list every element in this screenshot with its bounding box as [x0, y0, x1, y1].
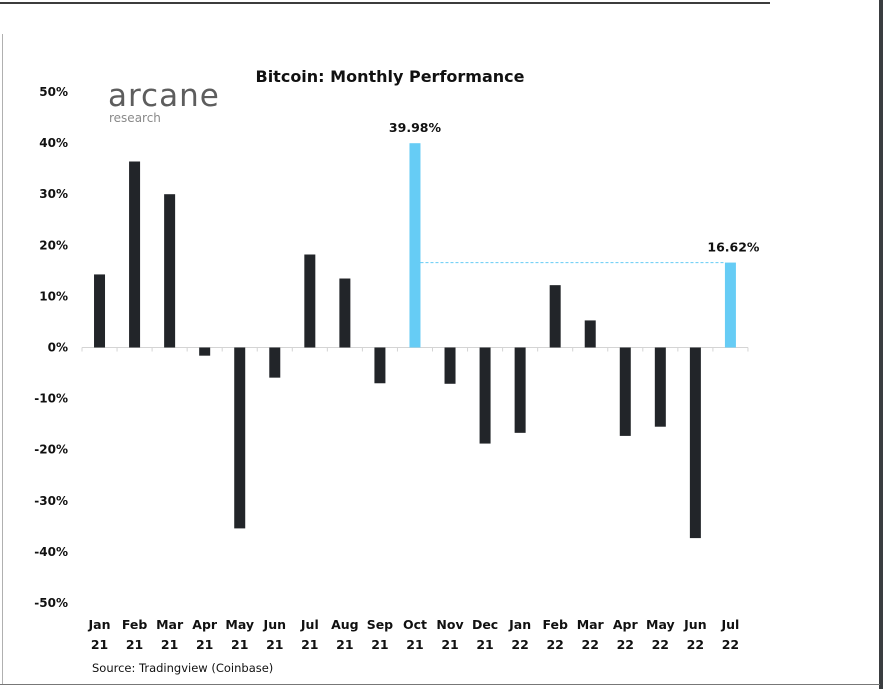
y-tick-label: 30% — [39, 187, 68, 201]
y-tick-label: 40% — [39, 136, 68, 150]
x-tick-month: Feb — [542, 617, 568, 632]
y-tick-label: -50% — [34, 596, 68, 610]
x-tick-year: 22 — [546, 637, 563, 652]
x-tick-year: 22 — [511, 637, 528, 652]
chart-title: Bitcoin: Monthly Performance — [256, 67, 525, 86]
bar — [164, 194, 176, 348]
page-top-rule — [0, 2, 770, 4]
x-tick-year: 22 — [617, 637, 634, 652]
bar — [479, 347, 491, 444]
x-tick-year: 22 — [582, 637, 599, 652]
x-tick-month: Jan — [88, 617, 111, 632]
bar — [129, 161, 141, 348]
x-axis-ticks: Jan 21 Feb 21 Mar 21 Apr 21 May 21 Jun 21 Jul 21 Aug 21… — [88, 617, 740, 652]
bar — [514, 347, 526, 433]
x-tick-year: 21 — [196, 637, 213, 652]
x-axis — [81, 347, 749, 352]
bars — [94, 143, 736, 539]
x-tick-month: Jun — [683, 617, 706, 632]
x-tick-month: May — [225, 617, 254, 632]
y-tick-label: -20% — [34, 443, 68, 457]
x-tick-year: 21 — [91, 637, 108, 652]
x-tick-month: Jul — [721, 617, 740, 632]
bar — [269, 347, 281, 378]
x-tick-year: 21 — [126, 637, 143, 652]
bar — [584, 320, 596, 348]
bar — [94, 274, 106, 348]
x-tick-month: Sep — [367, 617, 393, 632]
x-tick-month: Apr — [613, 617, 639, 632]
data-label: 16.62% — [707, 240, 760, 255]
x-tick-year: 21 — [266, 637, 283, 652]
y-tick-label: -40% — [34, 545, 68, 559]
y-tick-label: -30% — [34, 494, 68, 508]
annotations: 39.98% 16.62% — [389, 120, 760, 254]
x-tick-year: 21 — [231, 637, 248, 652]
x-tick-month: Mar — [156, 617, 184, 632]
source-note: Source: Tradingview (Coinbase) — [92, 661, 273, 675]
logo: arcane research — [108, 78, 220, 125]
x-tick-year: 21 — [441, 637, 458, 652]
x-tick-month: May — [646, 617, 675, 632]
x-tick-year: 21 — [476, 637, 493, 652]
bar — [689, 347, 701, 539]
x-tick-month: Nov — [436, 617, 463, 632]
x-tick-month: Dec — [472, 617, 498, 632]
bar — [444, 347, 456, 384]
bar — [199, 347, 211, 356]
y-tick-label: 50% — [39, 85, 68, 99]
x-tick-month: Jul — [300, 617, 319, 632]
bar — [549, 285, 561, 348]
x-tick-month: Apr — [192, 617, 218, 632]
x-tick-year: 21 — [406, 637, 423, 652]
bar-highlighted — [409, 143, 421, 348]
bar-highlighted — [724, 262, 736, 348]
bar — [234, 347, 246, 529]
y-tick-label: -10% — [34, 392, 68, 406]
bar — [374, 347, 386, 384]
y-tick-label: 20% — [39, 238, 68, 252]
page-left-rule — [2, 34, 3, 684]
bar — [654, 347, 666, 427]
x-tick-month: Mar — [577, 617, 605, 632]
x-tick-year: 21 — [161, 637, 178, 652]
x-tick-year: 22 — [687, 637, 704, 652]
x-tick-year: 21 — [301, 637, 318, 652]
y-tick-label: 0% — [48, 341, 68, 355]
x-tick-year: 22 — [722, 637, 739, 652]
x-tick-month: Aug — [331, 617, 359, 632]
bar — [304, 254, 316, 348]
data-label: 39.98% — [389, 120, 442, 135]
bar — [339, 278, 351, 348]
x-tick-month: Jun — [263, 617, 286, 632]
y-tick-label: 10% — [39, 289, 68, 303]
x-tick-year: 22 — [652, 637, 669, 652]
x-tick-year: 21 — [336, 637, 353, 652]
y-axis-ticks: 50% 40% 30% 20% 10% 0% -10% -20% -30% -40% -50% — [34, 85, 68, 610]
bar — [619, 347, 631, 436]
window-right-edge — [879, 0, 883, 689]
x-tick-month: Oct — [403, 617, 427, 632]
x-tick-year: 21 — [371, 637, 388, 652]
logo-main-text: arcane — [108, 78, 220, 114]
page-bottom-rule — [0, 684, 880, 685]
logo-sub-text: research — [109, 111, 161, 125]
x-tick-month: Feb — [122, 617, 148, 632]
x-tick-month: Jan — [508, 617, 531, 632]
